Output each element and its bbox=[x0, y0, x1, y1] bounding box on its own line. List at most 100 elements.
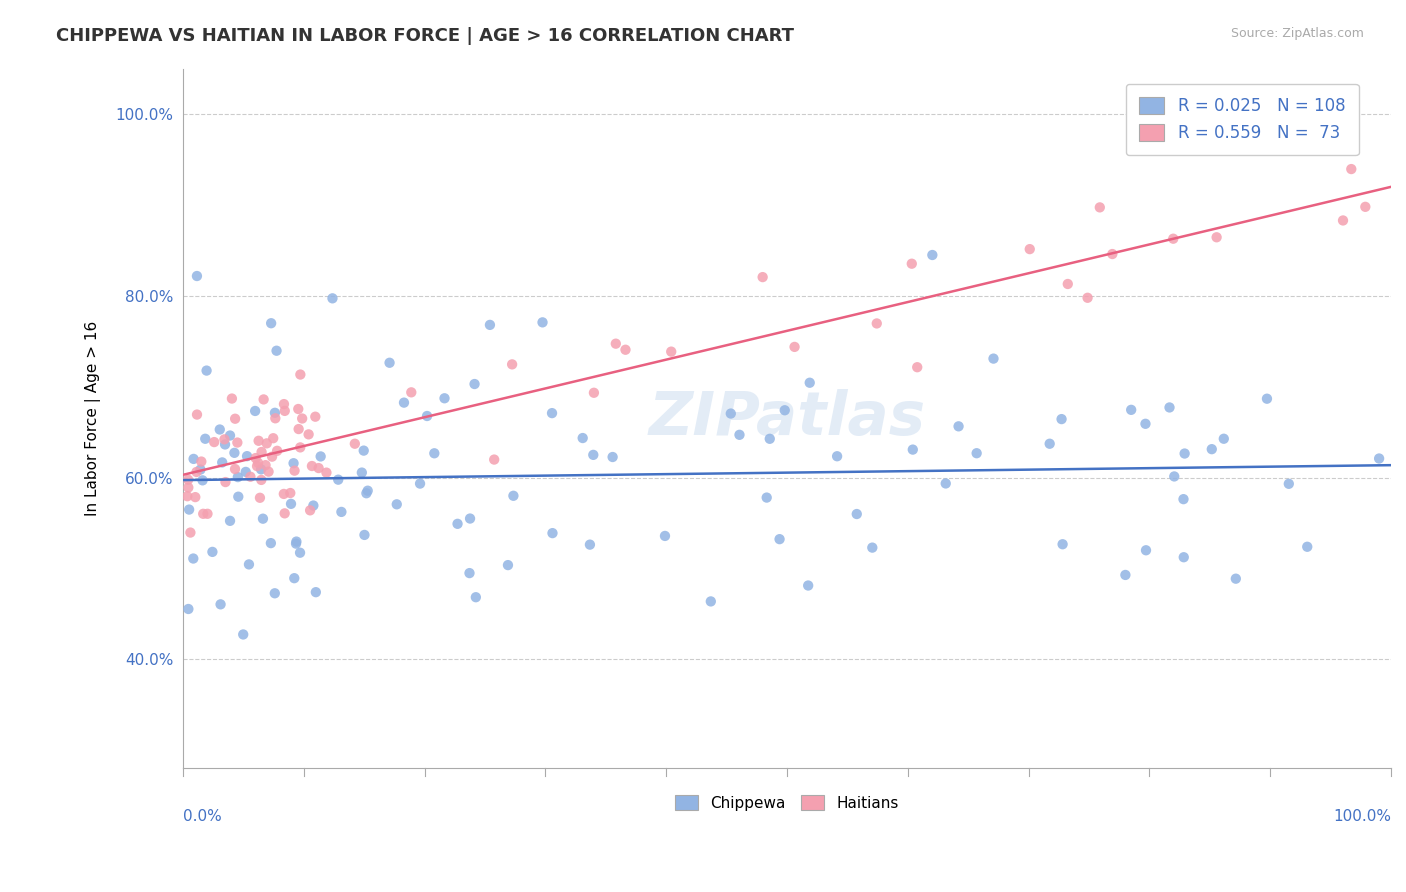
Point bbox=[1278, 476, 1301, 491]
Point bbox=[1331, 213, 1354, 227]
Point bbox=[983, 351, 1005, 366]
Point bbox=[866, 317, 889, 331]
Point bbox=[179, 502, 201, 516]
Point bbox=[183, 451, 205, 466]
Point bbox=[252, 511, 274, 525]
Point bbox=[614, 343, 637, 357]
Point bbox=[250, 473, 273, 487]
Point bbox=[232, 627, 254, 641]
Point bbox=[214, 475, 236, 489]
Point bbox=[464, 591, 486, 605]
Point bbox=[582, 448, 605, 462]
Point bbox=[423, 446, 446, 460]
Point bbox=[194, 432, 217, 446]
Point bbox=[582, 385, 605, 400]
Point bbox=[285, 534, 308, 549]
Point bbox=[224, 462, 246, 476]
Point bbox=[464, 377, 486, 392]
Point bbox=[299, 503, 322, 517]
Point bbox=[328, 473, 350, 487]
Point bbox=[353, 528, 375, 542]
Point bbox=[226, 470, 249, 484]
Point bbox=[1101, 247, 1123, 261]
Point bbox=[283, 464, 305, 478]
Point bbox=[478, 318, 501, 332]
Point bbox=[247, 456, 270, 470]
Text: CHIPPEWA VS HAITIAN IN LABOR FORCE | AGE > 16 CORRELATION CHART: CHIPPEWA VS HAITIAN IN LABOR FORCE | AGE… bbox=[56, 27, 794, 45]
Point bbox=[1135, 543, 1157, 558]
Point bbox=[330, 505, 353, 519]
Point bbox=[291, 411, 314, 425]
Point bbox=[260, 536, 283, 550]
Point bbox=[253, 392, 276, 407]
Point bbox=[236, 449, 259, 463]
Point bbox=[1201, 442, 1223, 457]
Point bbox=[214, 433, 236, 447]
Legend: Chippewa, Haitians: Chippewa, Haitians bbox=[669, 789, 904, 817]
Point bbox=[825, 449, 848, 463]
Point bbox=[245, 451, 267, 466]
Point bbox=[304, 409, 326, 424]
Point bbox=[280, 497, 302, 511]
Point bbox=[935, 476, 957, 491]
Point bbox=[571, 431, 593, 445]
Point bbox=[1135, 417, 1157, 431]
Point bbox=[1340, 162, 1362, 177]
Point bbox=[315, 466, 337, 480]
Point bbox=[1173, 550, 1195, 565]
Point bbox=[247, 434, 270, 448]
Point bbox=[297, 427, 319, 442]
Point bbox=[659, 344, 682, 359]
Point bbox=[201, 545, 224, 559]
Point bbox=[1039, 436, 1062, 450]
Point bbox=[1159, 401, 1181, 415]
Point bbox=[860, 541, 883, 555]
Point bbox=[758, 432, 780, 446]
Point bbox=[1052, 537, 1074, 551]
Point bbox=[287, 422, 309, 436]
Point bbox=[288, 546, 311, 560]
Point bbox=[966, 446, 988, 460]
Point bbox=[751, 270, 773, 285]
Point bbox=[343, 436, 366, 450]
Point bbox=[1050, 412, 1073, 426]
Point bbox=[181, 551, 204, 566]
Point bbox=[209, 598, 232, 612]
Point bbox=[177, 473, 200, 487]
Point bbox=[243, 404, 266, 418]
Point bbox=[350, 466, 373, 480]
Point bbox=[409, 476, 432, 491]
Point bbox=[720, 407, 742, 421]
Point bbox=[273, 487, 295, 501]
Point bbox=[1225, 572, 1247, 586]
Point bbox=[501, 357, 523, 371]
Point bbox=[1354, 200, 1376, 214]
Point bbox=[195, 363, 218, 377]
Point bbox=[1114, 568, 1136, 582]
Point bbox=[221, 392, 243, 406]
Point bbox=[184, 490, 207, 504]
Point bbox=[208, 423, 231, 437]
Point bbox=[266, 443, 288, 458]
Point bbox=[224, 411, 246, 425]
Point bbox=[900, 257, 922, 271]
Point bbox=[799, 376, 821, 390]
Point bbox=[290, 441, 312, 455]
Point bbox=[260, 316, 283, 330]
Point bbox=[496, 558, 519, 573]
Point bbox=[1018, 242, 1040, 256]
Point bbox=[239, 469, 262, 483]
Point bbox=[392, 395, 415, 409]
Point bbox=[226, 435, 249, 450]
Point bbox=[773, 403, 796, 417]
Point bbox=[179, 525, 201, 540]
Point bbox=[845, 507, 868, 521]
Point bbox=[283, 456, 305, 470]
Point bbox=[768, 532, 790, 546]
Point bbox=[186, 268, 208, 283]
Point bbox=[287, 402, 309, 417]
Point bbox=[250, 462, 273, 476]
Text: Source: ZipAtlas.com: Source: ZipAtlas.com bbox=[1230, 27, 1364, 40]
Point bbox=[214, 437, 236, 451]
Point bbox=[385, 497, 408, 511]
